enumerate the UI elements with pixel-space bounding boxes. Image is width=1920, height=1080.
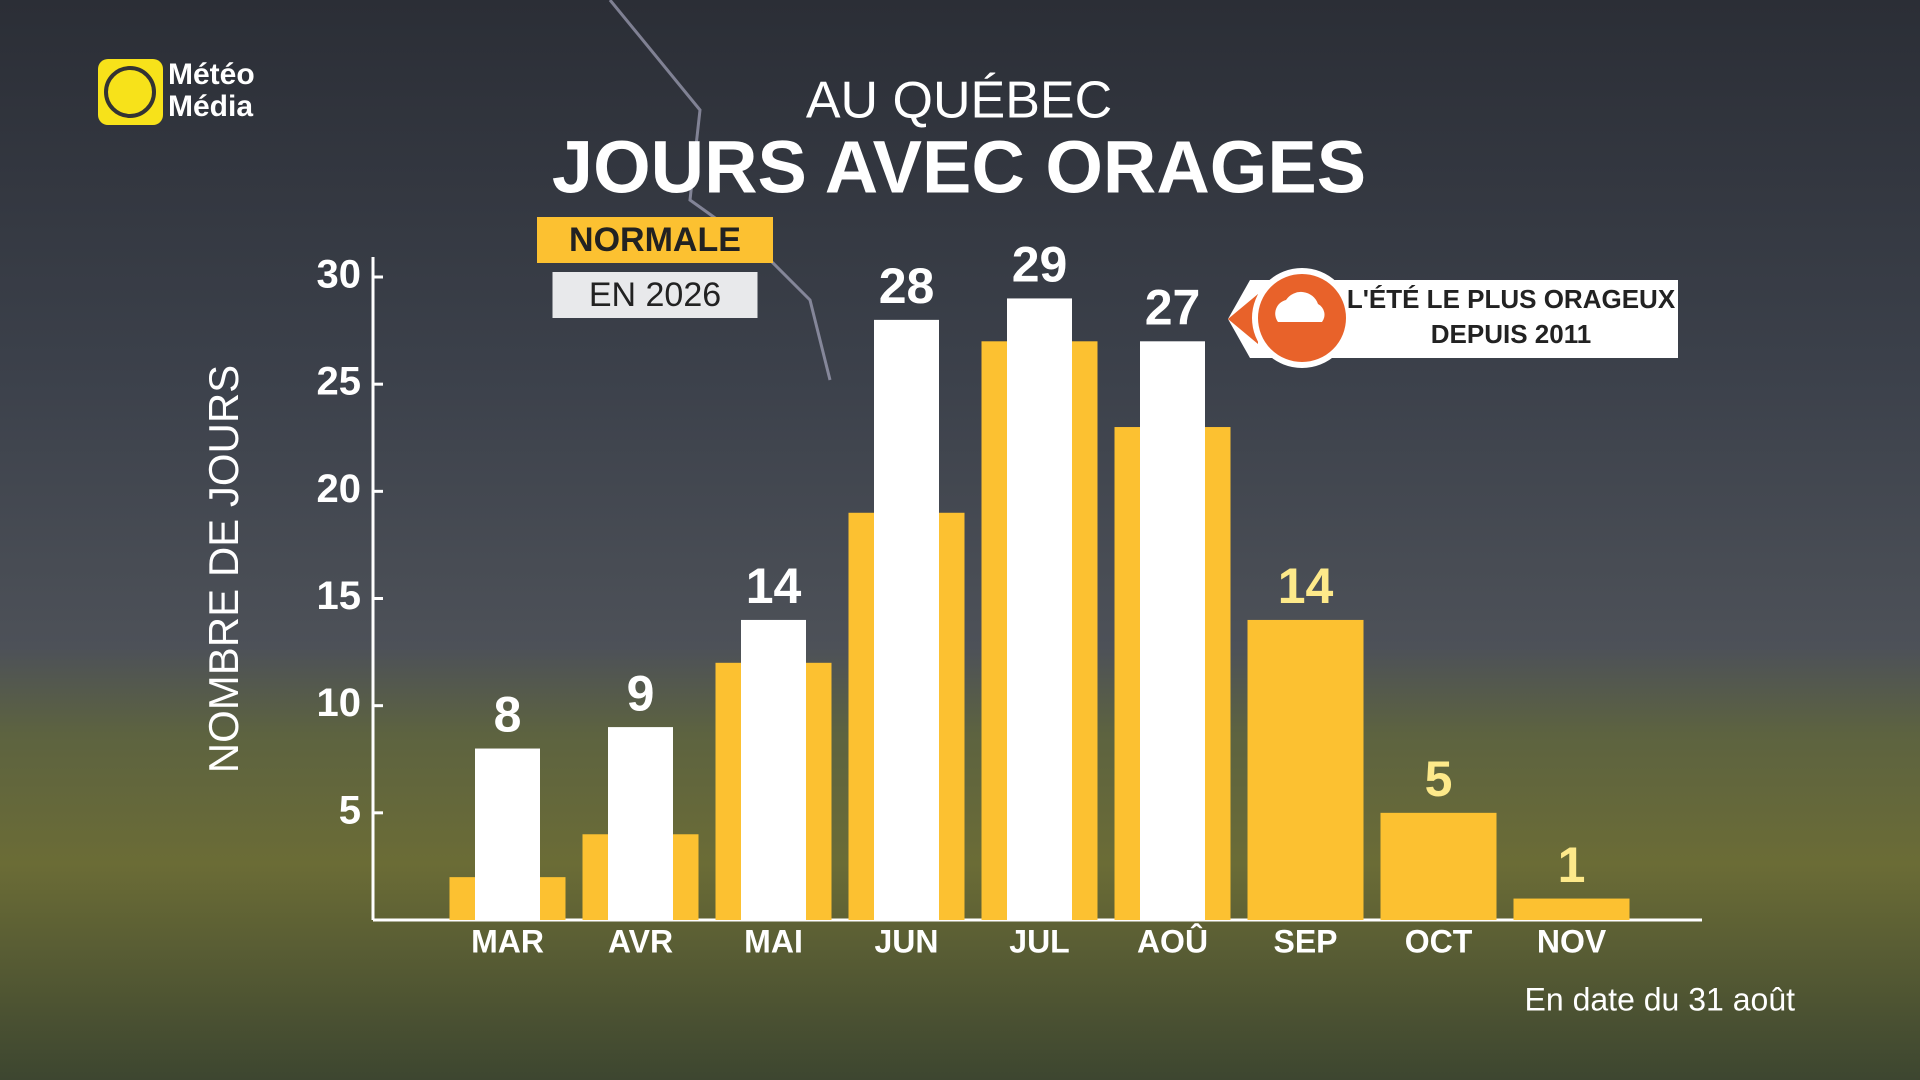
x-tick-label: JUN — [874, 923, 938, 959]
x-tick-label: NOV — [1537, 923, 1607, 959]
data-label: 14 — [746, 558, 802, 614]
x-tick-label: SEP — [1273, 923, 1337, 959]
annotation-text: DEPUIS 2011 — [1431, 319, 1591, 349]
legend-swatch — [537, 217, 773, 263]
x-tick-label: AOÛ — [1137, 923, 1208, 959]
legend-label: EN 2026 — [589, 276, 721, 314]
bar — [1007, 298, 1072, 920]
legend-label: NORMALE — [569, 221, 741, 259]
bar — [1140, 341, 1205, 920]
y-tick-label: 30 — [317, 253, 362, 297]
data-label: 28 — [879, 258, 935, 314]
annotation-arrow — [1228, 294, 1258, 344]
bar — [741, 619, 806, 920]
annotation: L'ÉTÉ LE PLUS ORAGEUX DEPUIS 2011 — [1228, 268, 1678, 368]
x-tick-label: MAI — [744, 923, 803, 959]
bar — [475, 748, 540, 920]
bar — [1247, 619, 1364, 920]
logo-text: Météo — [168, 58, 255, 91]
bar — [874, 319, 939, 920]
legend-swatch — [552, 272, 758, 318]
x-tick-label: AVR — [608, 923, 673, 959]
bar — [1380, 812, 1497, 920]
y-tick-label: 15 — [317, 574, 362, 618]
footnote: En date du 31 août — [1525, 981, 1796, 1017]
cloud-icon — [1275, 291, 1325, 322]
data-label: 29 — [1012, 237, 1068, 293]
logo-globe — [104, 66, 156, 118]
x-tick-label: JUL — [1009, 923, 1069, 959]
annotation-text: L'ÉTÉ LE PLUS ORAGEUX — [1347, 284, 1676, 314]
data-label: 27 — [1145, 280, 1201, 336]
data-label: 14 — [1278, 558, 1334, 614]
y-tick-label: 10 — [317, 681, 362, 725]
chart-subtitle: AU QUÉBEC — [806, 72, 1112, 130]
data-label: 9 — [627, 665, 655, 721]
x-tick-label: MAR — [471, 923, 544, 959]
y-axis-label: NOMBRE DE JOURS — [200, 365, 247, 773]
bar — [608, 727, 673, 920]
bar — [1513, 898, 1630, 920]
chart-title: JOURS AVEC ORAGES — [552, 126, 1366, 209]
x-tick-label: OCT — [1405, 923, 1473, 959]
data-label: 8 — [494, 687, 522, 743]
logo-text: Média — [168, 90, 253, 123]
data-label: 1 — [1558, 837, 1586, 893]
y-tick-label: 20 — [317, 467, 362, 511]
data-label: 5 — [1425, 751, 1453, 807]
y-tick-label: 5 — [339, 788, 361, 832]
y-tick-label: 25 — [317, 360, 362, 404]
